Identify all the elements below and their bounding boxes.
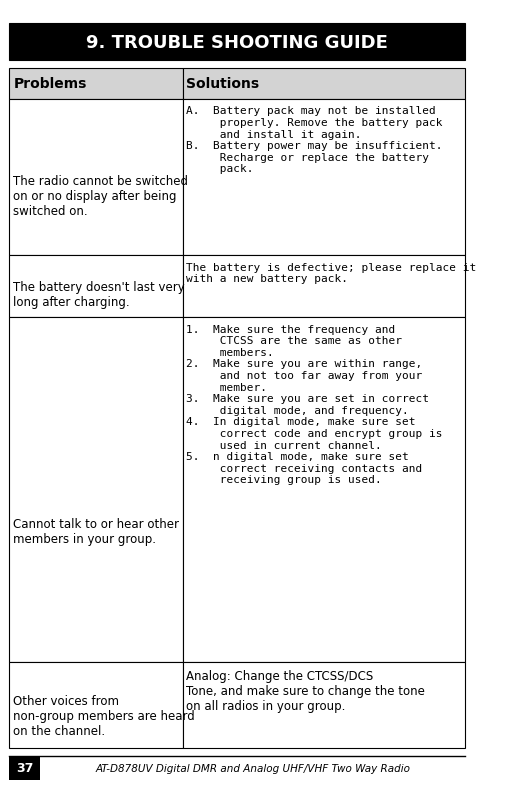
Bar bbox=[9, 69, 183, 100]
Text: The battery is defective; please replace it
with a new battery pack.: The battery is defective; please replace… bbox=[186, 262, 477, 284]
Bar bbox=[9, 663, 183, 748]
Bar bbox=[183, 100, 465, 255]
Text: 9. TROUBLE SHOOTING GUIDE: 9. TROUBLE SHOOTING GUIDE bbox=[86, 33, 388, 52]
Bar bbox=[9, 100, 183, 255]
Text: AT-D878UV Digital DMR and Analog UHF/VHF Two Way Radio: AT-D878UV Digital DMR and Analog UHF/VHF… bbox=[95, 763, 410, 773]
Bar bbox=[183, 663, 465, 748]
Text: The battery doesn't last very
long after charging.: The battery doesn't last very long after… bbox=[14, 280, 185, 308]
Bar bbox=[9, 255, 183, 318]
Text: Solutions: Solutions bbox=[186, 77, 259, 92]
Bar bbox=[9, 318, 183, 663]
Text: The radio cannot be switched
on or no display after being
switched on.: The radio cannot be switched on or no di… bbox=[14, 175, 188, 218]
Text: 1.  Make sure the frequency and
     CTCSS are the same as other
     members.
2: 1. Make sure the frequency and CTCSS are… bbox=[186, 324, 443, 485]
Text: 37: 37 bbox=[16, 762, 34, 775]
Text: Cannot talk to or hear other
members in your group.: Cannot talk to or hear other members in … bbox=[14, 517, 179, 545]
Bar bbox=[9, 756, 41, 780]
Bar bbox=[9, 24, 465, 61]
Text: Other voices from
non-group members are heard
on the channel.: Other voices from non-group members are … bbox=[14, 694, 195, 736]
Text: Analog: Change the CTCSS/DCS
Tone, and make sure to change the tone
on all radio: Analog: Change the CTCSS/DCS Tone, and m… bbox=[186, 669, 425, 712]
Text: A.  Battery pack may not be installed
     properly. Remove the battery pack
   : A. Battery pack may not be installed pro… bbox=[186, 106, 443, 174]
Bar bbox=[183, 255, 465, 318]
Text: Problems: Problems bbox=[14, 77, 87, 92]
Bar bbox=[183, 318, 465, 663]
Bar bbox=[183, 69, 465, 100]
